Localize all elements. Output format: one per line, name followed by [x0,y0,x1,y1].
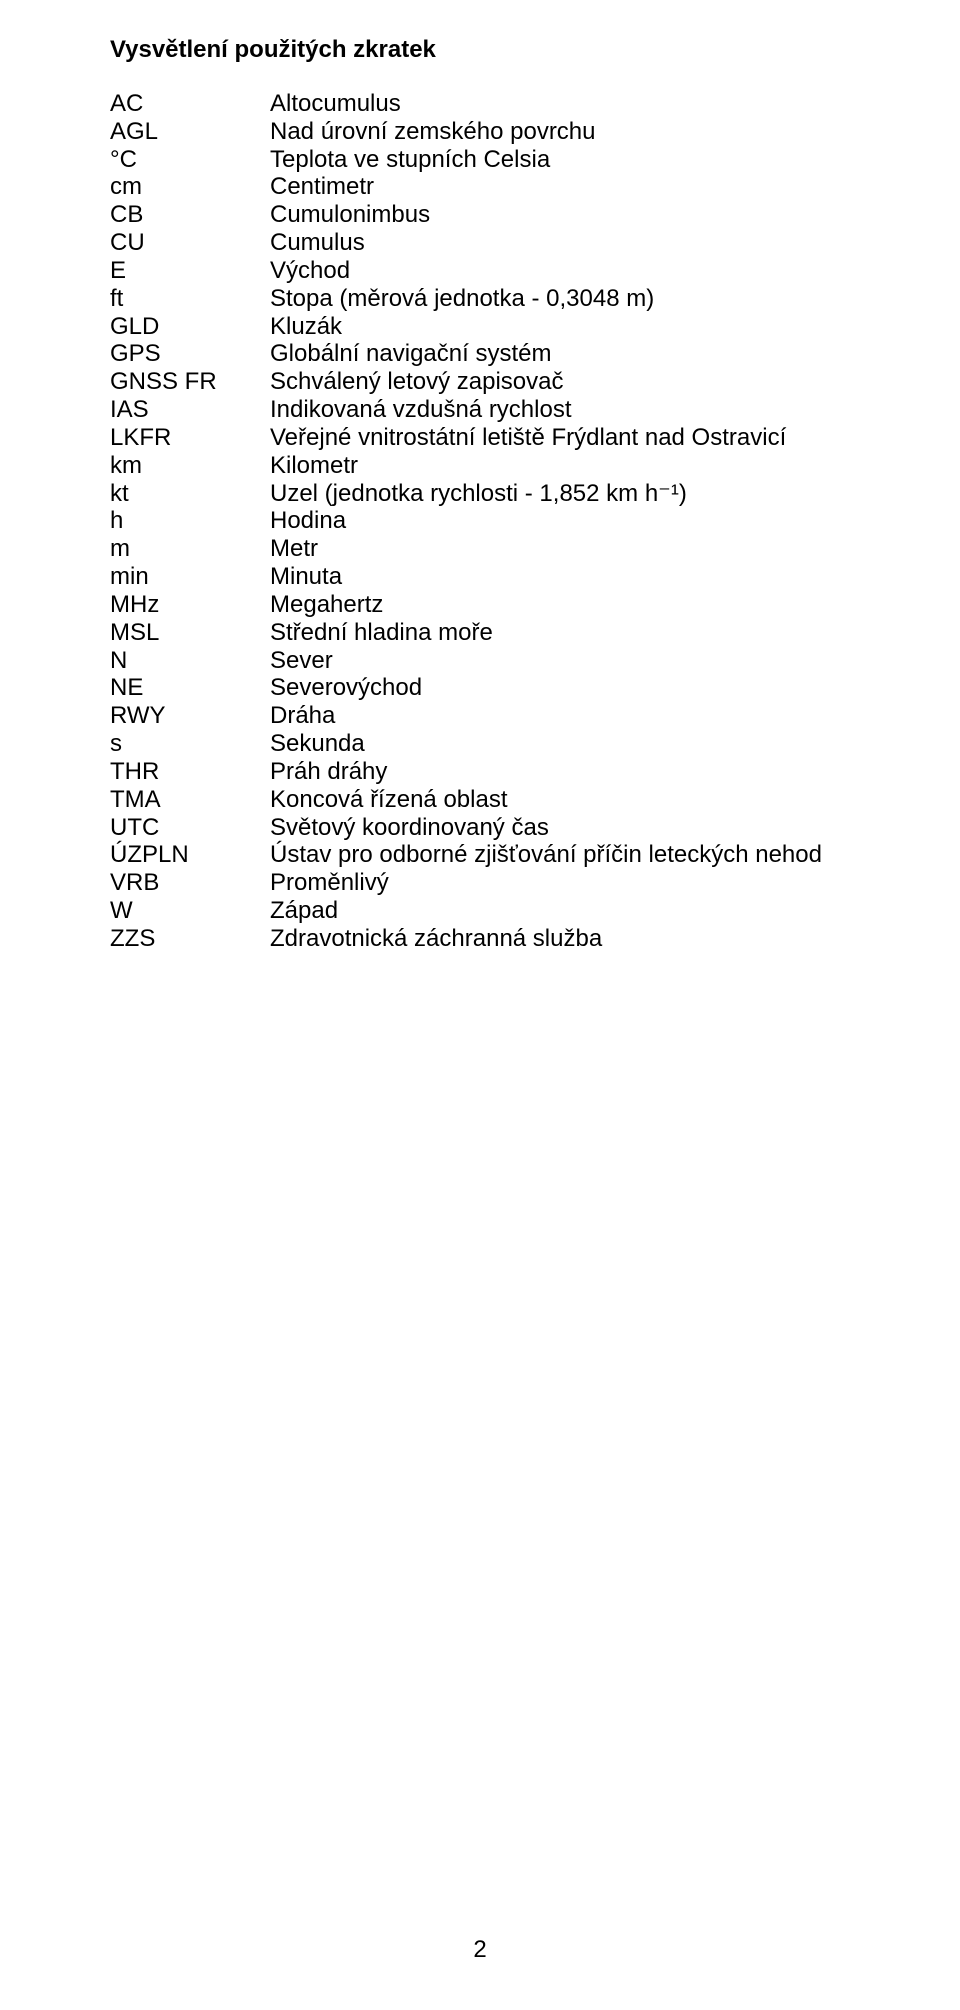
abbr-row: mMetr [110,535,822,563]
abbr-row: hHodina [110,507,822,535]
abbr-key: ft [110,285,270,313]
abbr-definition: Uzel (jednotka rychlosti - 1,852 km h⁻¹) [270,480,822,508]
abbr-row: sSekunda [110,730,822,758]
abbr-row: CBCumulonimbus [110,201,822,229]
abbr-key: CU [110,229,270,257]
abbr-row: ftStopa (měrová jednotka - 0,3048 m) [110,285,822,313]
abbr-row: TMAKoncová řízená oblast [110,786,822,814]
abbr-key: E [110,257,270,285]
abbr-key: km [110,452,270,480]
abbr-row: GNSS FRSchválený letový zapisovač [110,368,822,396]
abbr-key: IAS [110,396,270,424]
abbr-definition: Veřejné vnitrostátní letiště Frýdlant na… [270,424,822,452]
abbr-row: EVýchod [110,257,822,285]
abbr-key: h [110,507,270,535]
abbr-definition: Východ [270,257,822,285]
abbr-row: °CTeplota ve stupních Celsia [110,146,822,174]
abbr-row: VRBProměnlivý [110,869,822,897]
abbr-definition: Teplota ve stupních Celsia [270,146,822,174]
abbr-definition: Práh dráhy [270,758,822,786]
abbr-key: RWY [110,702,270,730]
abbr-key: N [110,647,270,675]
abbr-row: NSever [110,647,822,675]
abbr-definition: Megahertz [270,591,822,619]
abbr-key: VRB [110,869,270,897]
abbr-key: NE [110,674,270,702]
abbr-row: WZápad [110,897,822,925]
abbr-definition: Sever [270,647,822,675]
abbr-row: UTCSvětový koordinovaný čas [110,814,822,842]
abbreviations-table: ACAltocumulusAGLNad úrovní zemského povr… [110,90,822,953]
page-heading: Vysvětlení použitých zkratek [110,36,850,64]
abbr-row: CUCumulus [110,229,822,257]
abbr-key: cm [110,173,270,201]
abbr-row: cmCentimetr [110,173,822,201]
abbr-key: kt [110,480,270,508]
abbr-row: ZZSZdravotnická záchranná služba [110,925,822,953]
abbr-key: MSL [110,619,270,647]
abbr-row: IASIndikovaná vzdušná rychlost [110,396,822,424]
abbr-row: THRPráh dráhy [110,758,822,786]
document-page: Vysvětlení použitých zkratek ACAltocumul… [0,0,960,2010]
page-number: 2 [0,1936,960,1964]
abbr-key: AC [110,90,270,118]
abbr-key: GPS [110,340,270,368]
abbr-row: MHzMegahertz [110,591,822,619]
abbr-definition: Zdravotnická záchranná služba [270,925,822,953]
abbr-key: W [110,897,270,925]
abbr-key: ÚZPLN [110,841,270,869]
abbr-key: min [110,563,270,591]
abbr-definition: Západ [270,897,822,925]
abbr-row: AGLNad úrovní zemského povrchu [110,118,822,146]
abbr-definition: Schválený letový zapisovač [270,368,822,396]
abbr-key: m [110,535,270,563]
abbr-definition: Nad úrovní zemského povrchu [270,118,822,146]
abbr-row: GPSGlobální navigační systém [110,340,822,368]
abbr-row: MSLStřední hladina moře [110,619,822,647]
abbr-definition: Kluzák [270,313,822,341]
abbr-row: ÚZPLNÚstav pro odborné zjišťování příčin… [110,841,822,869]
abbr-row: RWYDráha [110,702,822,730]
abbr-key: GNSS FR [110,368,270,396]
abbr-definition: Koncová řízená oblast [270,786,822,814]
abbr-definition: Cumulonimbus [270,201,822,229]
abbr-definition: Centimetr [270,173,822,201]
abbr-row: ktUzel (jednotka rychlosti - 1,852 km h⁻… [110,480,822,508]
abbr-key: CB [110,201,270,229]
abbr-definition: Střední hladina moře [270,619,822,647]
abbr-definition: Dráha [270,702,822,730]
abbr-definition: Kilometr [270,452,822,480]
abbr-key: THR [110,758,270,786]
abbr-row: NESeverovýchod [110,674,822,702]
abbr-row: LKFRVeřejné vnitrostátní letiště Frýdlan… [110,424,822,452]
abbr-row: GLDKluzák [110,313,822,341]
abbr-definition: Altocumulus [270,90,822,118]
abbr-definition: Proměnlivý [270,869,822,897]
abbr-key: s [110,730,270,758]
abbr-definition: Hodina [270,507,822,535]
abbr-row: kmKilometr [110,452,822,480]
abbr-key: MHz [110,591,270,619]
abbr-definition: Sekunda [270,730,822,758]
abbr-key: UTC [110,814,270,842]
abbr-definition: Světový koordinovaný čas [270,814,822,842]
abbr-key: GLD [110,313,270,341]
abbr-definition: Cumulus [270,229,822,257]
abbr-key: AGL [110,118,270,146]
abbr-definition: Minuta [270,563,822,591]
abbr-row: minMinuta [110,563,822,591]
abbr-definition: Globální navigační systém [270,340,822,368]
abbr-definition: Stopa (měrová jednotka - 0,3048 m) [270,285,822,313]
abbr-definition: Indikovaná vzdušná rychlost [270,396,822,424]
abbr-key: °C [110,146,270,174]
abbr-key: LKFR [110,424,270,452]
abbr-definition: Ústav pro odborné zjišťování příčin lete… [270,841,822,869]
abbr-definition: Severovýchod [270,674,822,702]
abbr-key: TMA [110,786,270,814]
abbr-definition: Metr [270,535,822,563]
abbr-key: ZZS [110,925,270,953]
abbr-row: ACAltocumulus [110,90,822,118]
